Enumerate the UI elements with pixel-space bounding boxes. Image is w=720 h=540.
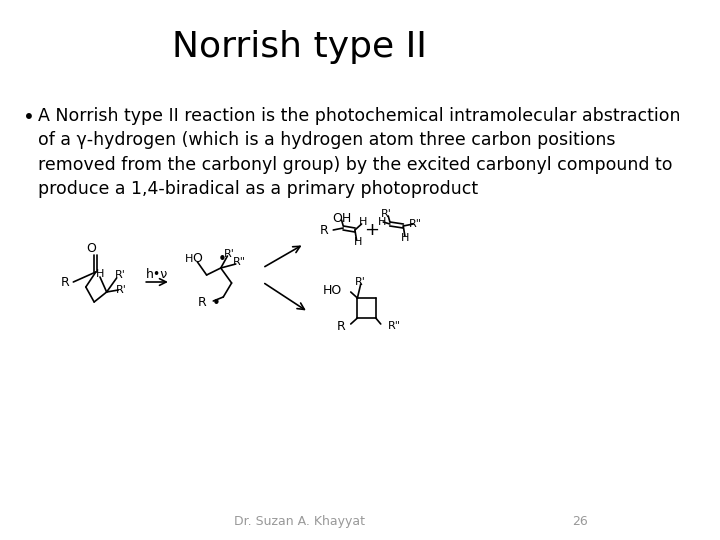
Text: •: • [218, 253, 227, 267]
Text: R: R [320, 224, 328, 237]
Text: H: H [96, 269, 104, 279]
Text: H: H [377, 217, 386, 227]
Text: R': R' [114, 270, 125, 280]
Text: R: R [337, 320, 346, 333]
Text: •: • [212, 295, 221, 310]
Text: R": R" [387, 321, 400, 331]
Text: O: O [192, 253, 202, 266]
Text: H: H [354, 237, 362, 247]
Text: R': R' [381, 209, 392, 219]
Text: H: H [359, 217, 367, 227]
Text: A Norrish type II reaction is the photochemical intramolecular abstraction
of a : A Norrish type II reaction is the photoc… [38, 107, 681, 198]
Text: •: • [23, 108, 35, 127]
Text: HO: HO [323, 284, 343, 296]
Text: R": R" [233, 257, 246, 267]
Text: +: + [364, 221, 379, 239]
Text: R: R [198, 296, 207, 309]
Text: H: H [185, 254, 193, 264]
Text: R: R [60, 275, 69, 288]
Text: 26: 26 [572, 515, 588, 528]
Text: R': R' [224, 249, 235, 259]
Text: R': R' [116, 285, 127, 295]
Text: R": R" [408, 219, 421, 229]
Text: Dr. Suzan A. Khayyat: Dr. Suzan A. Khayyat [235, 515, 366, 528]
Text: Norrish type II: Norrish type II [173, 30, 428, 64]
Text: O: O [86, 242, 96, 255]
Text: R': R' [355, 277, 366, 287]
Text: H: H [401, 233, 409, 243]
Text: h•ν: h•ν [145, 268, 168, 281]
Text: OH: OH [332, 212, 351, 225]
